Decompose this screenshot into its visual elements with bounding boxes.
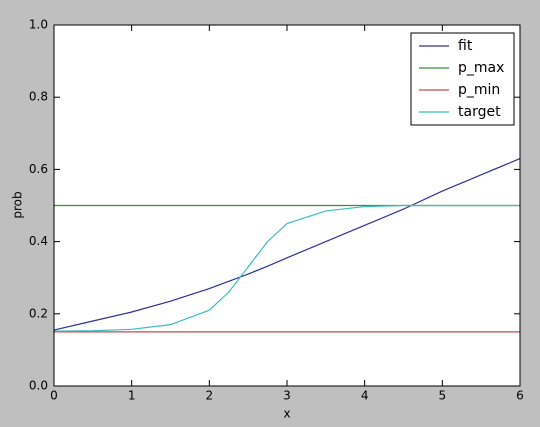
y-tick-label: 1.0: [29, 18, 48, 32]
x-tick-label: 2: [206, 389, 214, 403]
y-tick-label: 0.0: [29, 379, 48, 393]
legend-label: p_max: [458, 60, 504, 76]
x-tick-label: 4: [361, 389, 369, 403]
x-tick-label: 5: [439, 389, 447, 403]
plot-frame: [53, 24, 521, 387]
legend-label: p_min: [458, 82, 500, 98]
x-tick-label: 1: [128, 389, 136, 403]
legend-label: target: [458, 104, 501, 120]
y-tick-label: 0.8: [29, 90, 48, 104]
line-3: [53, 204, 520, 332]
line-0: [53, 158, 521, 331]
x-tick-label: 0: [50, 389, 58, 403]
x-tick-label: 3: [283, 389, 291, 403]
x-tick-label: 6: [516, 389, 524, 403]
legend-box: [410, 32, 515, 126]
y-axis-label: prob: [11, 191, 25, 218]
x-axis-label: x: [283, 407, 290, 421]
y-tick-label: 0.4: [29, 234, 48, 248]
y-tick-label: 0.2: [29, 306, 48, 320]
legend-label: fit: [458, 38, 473, 54]
y-tick-label: 0.6: [29, 162, 48, 176]
